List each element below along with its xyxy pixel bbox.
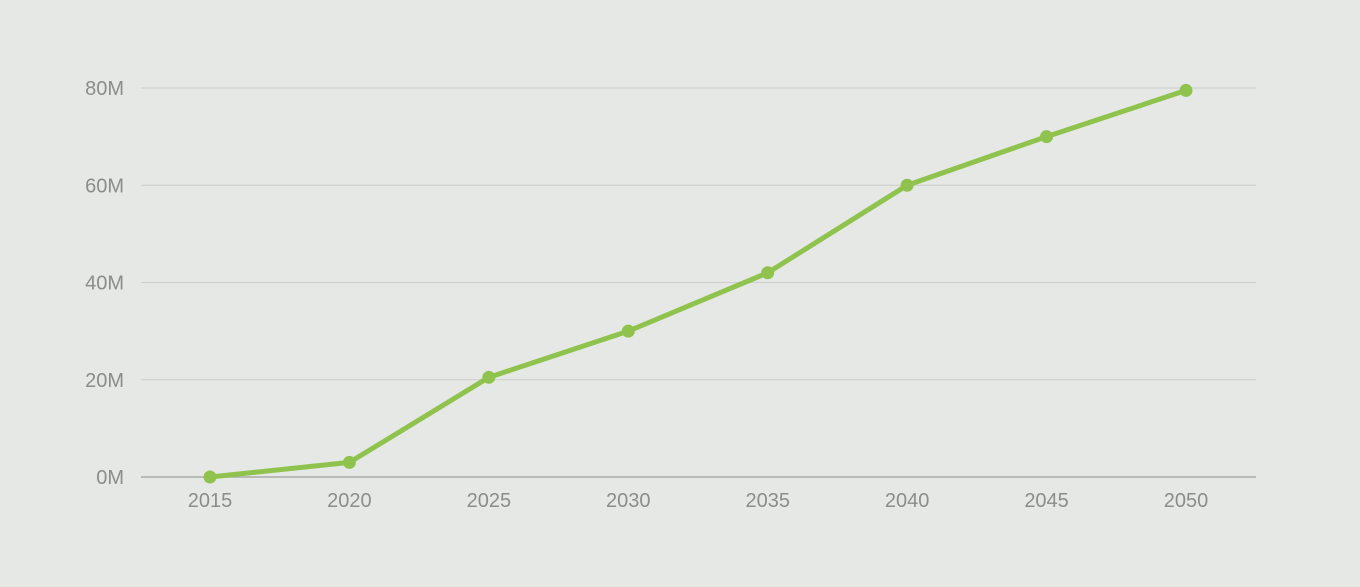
series <box>203 83 1193 484</box>
data-point[interactable] <box>761 266 775 280</box>
x-tick-label: 2050 <box>1164 490 1209 512</box>
y-tick-label: 40M <box>85 273 124 295</box>
x-tick-label: 2025 <box>467 490 512 512</box>
data-point[interactable] <box>203 470 217 484</box>
x-tick-label: 2040 <box>885 490 930 512</box>
data-point[interactable] <box>342 455 356 469</box>
series-line <box>207 87 1189 480</box>
data-point[interactable] <box>1179 83 1193 97</box>
x-tick-label: 2045 <box>1024 490 1069 512</box>
y-tick-label: 0M <box>96 467 124 489</box>
axes: 0M 20M 40M 60M 80M 2015 2020 2025 2030 2035 2040 20… <box>85 78 1256 512</box>
gridlines <box>141 87 1256 381</box>
data-point[interactable] <box>621 324 635 338</box>
data-point[interactable] <box>482 370 496 384</box>
x-tick-label: 2035 <box>745 490 790 512</box>
data-point[interactable] <box>900 178 914 192</box>
y-tick-label: 20M <box>85 370 124 392</box>
x-tick-label: 2030 <box>606 490 651 512</box>
data-point[interactable] <box>1040 130 1054 144</box>
x-tick-label: 2020 <box>327 490 372 512</box>
x-tick-label: 2015 <box>188 490 233 512</box>
y-tick-label: 60M <box>85 175 124 197</box>
y-tick-label: 80M <box>85 78 124 100</box>
